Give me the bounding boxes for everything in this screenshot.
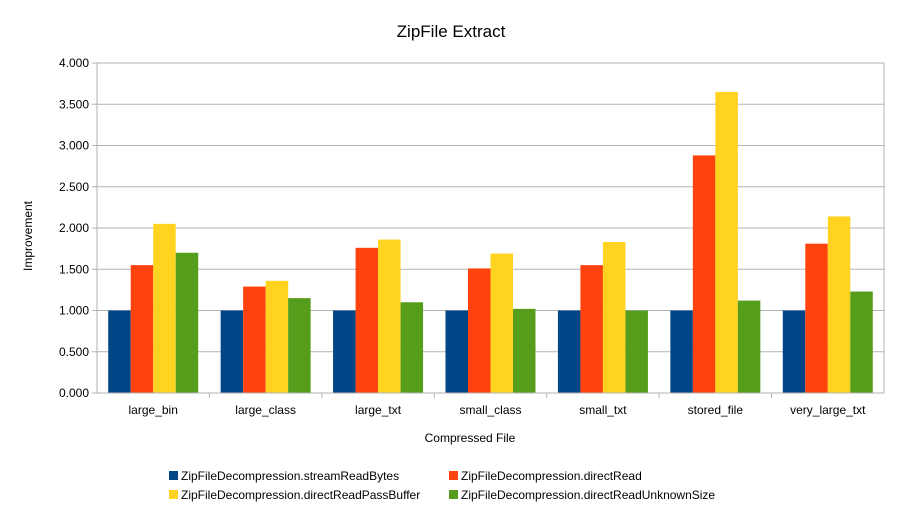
legend-swatch	[449, 490, 458, 499]
bar	[468, 268, 491, 393]
bar	[513, 308, 536, 393]
bar	[400, 302, 424, 393]
bar	[850, 291, 873, 393]
y-tick-label: 1.500	[59, 262, 89, 276]
bar	[220, 310, 244, 393]
x-axis-title: Compressed File	[425, 431, 516, 445]
y-tick-label: 3.000	[59, 139, 89, 153]
y-tick-label: 2.000	[59, 221, 89, 235]
bar	[378, 239, 401, 393]
legend-swatch	[449, 471, 458, 480]
x-tick-label: very_large_txt	[790, 403, 866, 417]
chart-title: ZipFile Extract	[397, 22, 506, 41]
legend-label: ZipFileDecompression.streamReadBytes	[181, 469, 399, 483]
legend-swatch	[169, 490, 178, 499]
bar	[715, 91, 738, 393]
x-tick-label: large_txt	[355, 403, 402, 417]
bar	[602, 242, 626, 393]
bar	[827, 216, 851, 393]
bar	[805, 243, 828, 393]
y-tick-label: 0.500	[59, 345, 89, 359]
bar	[445, 310, 468, 393]
bar	[670, 310, 693, 393]
bar	[782, 310, 806, 393]
bar	[130, 265, 154, 393]
bar	[288, 298, 311, 393]
legend-label: ZipFileDecompression.directReadUnknownSi…	[461, 488, 715, 502]
legend-label: ZipFileDecompression.directRead	[461, 469, 642, 483]
bar	[175, 252, 199, 393]
plot-area-border	[96, 62, 885, 394]
x-tick-label: stored_file	[688, 403, 744, 417]
y-tick-label: 0.000	[59, 386, 89, 400]
bar	[243, 286, 266, 393]
y-tick-label: 2.500	[59, 180, 89, 194]
y-axis-title: Improvement	[21, 200, 35, 271]
bar	[108, 310, 131, 393]
bar	[333, 310, 356, 393]
bar	[490, 253, 513, 393]
bar	[580, 265, 603, 393]
bar	[557, 310, 581, 393]
y-tick-label: 3.500	[59, 97, 89, 111]
legend-swatch	[169, 471, 178, 480]
bar	[355, 247, 379, 393]
x-tick-label: large_bin	[129, 403, 178, 417]
bar	[692, 155, 716, 393]
y-tick-labels: 0.000 0.500 1.000 1.500 2.000 2.500 3.000 3.500…	[59, 56, 89, 400]
x-tick-labels: large_bin large_class large_txt small_class…	[129, 403, 867, 417]
x-tick-label: large_class	[235, 403, 296, 417]
y-tick-label: 4.000	[59, 56, 89, 70]
x-tick-label: small_class	[459, 403, 521, 417]
bar	[737, 300, 761, 393]
bar	[153, 223, 176, 393]
bar	[625, 310, 648, 393]
legend-label: ZipFileDecompression.directReadPassBuffe…	[181, 488, 420, 502]
legend: ZipFileDecompression.streamReadBytes ZipF…	[169, 469, 715, 502]
plot-frame	[96, 62, 885, 394]
y-tick-label: 1.000	[59, 304, 89, 318]
bars	[108, 91, 873, 393]
bar	[265, 280, 289, 393]
x-tick-label: small_txt	[579, 403, 627, 417]
